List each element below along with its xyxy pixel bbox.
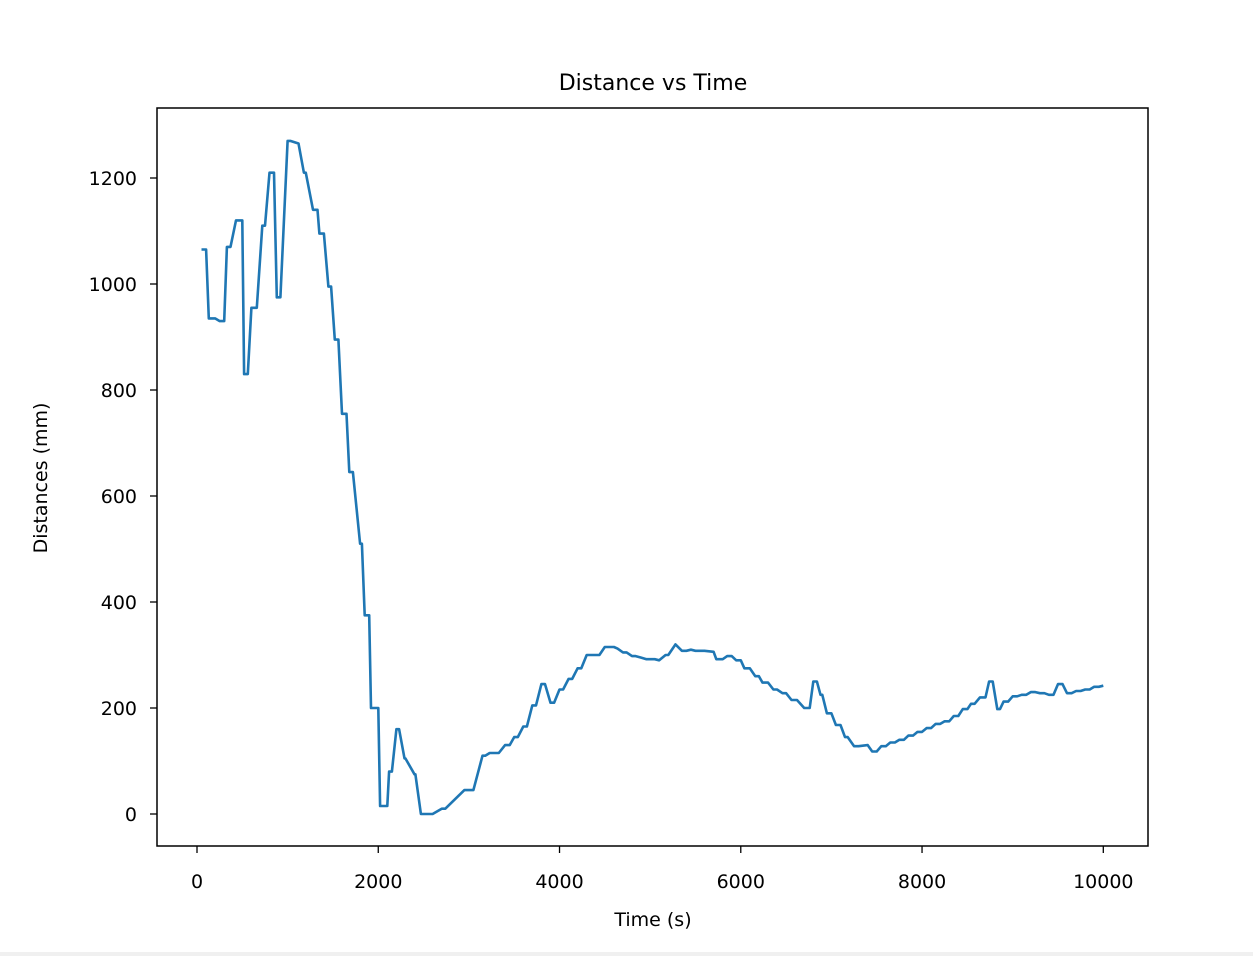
bottom-border xyxy=(0,952,1253,956)
x-tick-label: 0 xyxy=(191,871,203,893)
y-axis-ticks: 0 200 400 600 800 1000 1200 xyxy=(89,168,157,826)
plot-area xyxy=(201,139,1104,816)
data-line xyxy=(201,139,1104,816)
y-tick-label: 1000 xyxy=(89,274,137,296)
y-tick-label: 200 xyxy=(101,698,137,720)
x-tick-label: 4000 xyxy=(535,871,583,893)
chart-title: Distance vs Time xyxy=(559,71,748,96)
y-tick-label: 800 xyxy=(101,380,137,402)
x-axis-ticks: 0 2000 4000 6000 8000 10000 xyxy=(191,846,1134,893)
y-tick-label: 600 xyxy=(101,486,137,508)
x-tick-label: 6000 xyxy=(717,871,765,893)
y-tick-label: 400 xyxy=(101,592,137,614)
y-axis-label: Distances (mm) xyxy=(30,403,52,554)
y-tick-label: 0 xyxy=(125,804,137,826)
x-tick-label: 2000 xyxy=(354,871,402,893)
x-tick-label: 10000 xyxy=(1073,871,1133,893)
axes-frame xyxy=(156,107,1149,847)
x-axis-label: Time (s) xyxy=(613,909,691,931)
x-tick-label: 8000 xyxy=(898,871,946,893)
y-tick-label: 1200 xyxy=(89,168,137,190)
